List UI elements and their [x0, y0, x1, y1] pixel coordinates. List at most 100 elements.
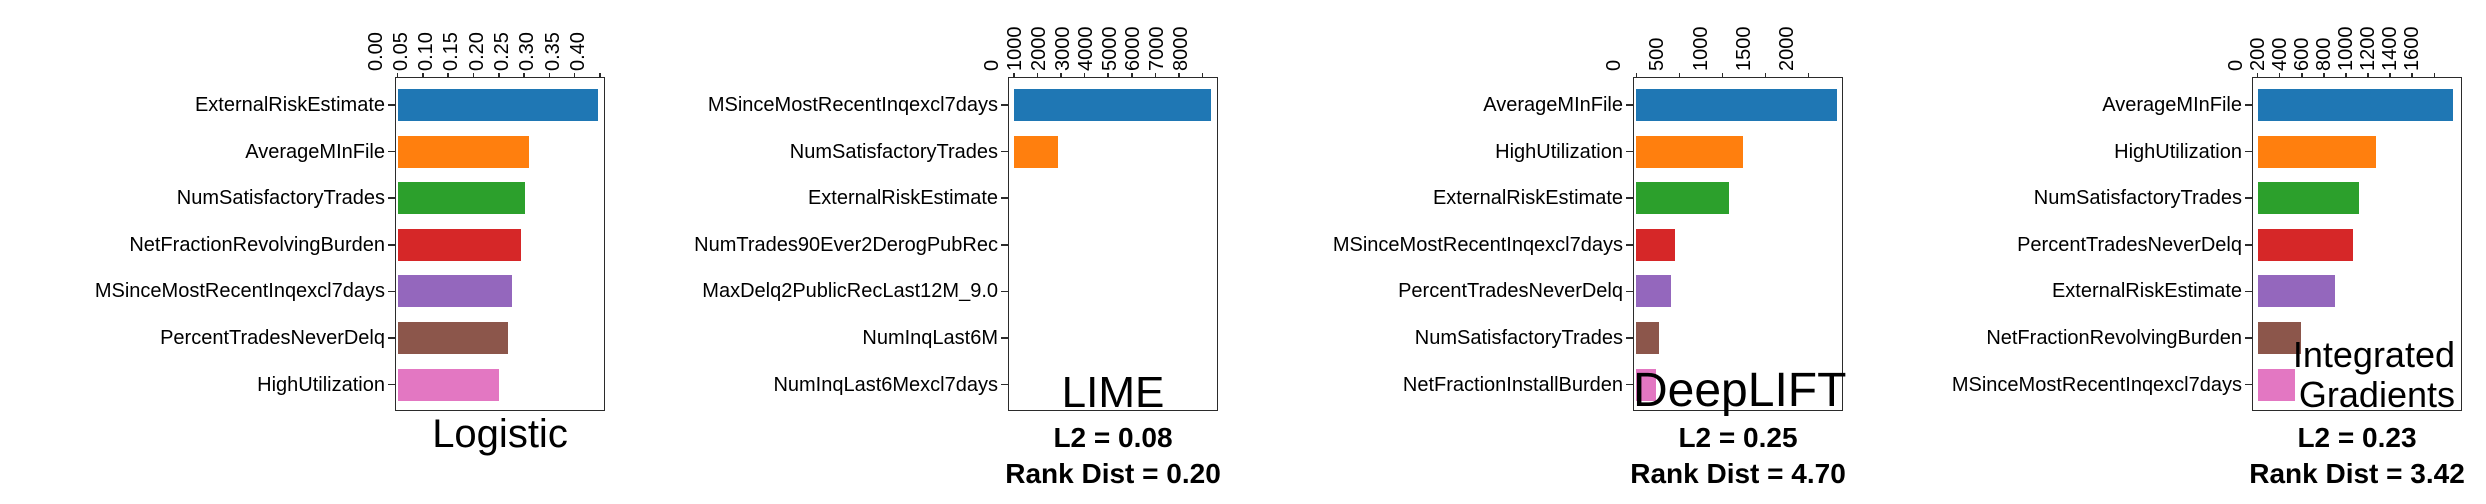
y-tick-mark [1626, 337, 1633, 339]
bar-PercentTradesNeverDelq [2257, 228, 2353, 261]
category-label-PercentTradesNeverDelq: PercentTradesNeverDelq [160, 327, 385, 349]
bar-MSinceMostRecentInqexcl7days [397, 275, 512, 308]
y-tick-mark [1626, 104, 1633, 106]
x-tick-label: 4000 [1075, 26, 1098, 72]
x-tick-label: 0.40 [566, 32, 589, 71]
x-tick-label: 0.15 [440, 32, 463, 71]
y-tick-mark [1001, 104, 1008, 106]
bar-MSinceMostRecentInqexcl7days [1013, 89, 1211, 121]
y-tick-mark [1001, 290, 1008, 293]
y-tick-mark [1001, 197, 1008, 199]
bar-NumSatisfactoryTrades [1636, 322, 1659, 354]
category-label-ExternalRiskEstimate: ExternalRiskEstimate [1432, 187, 1623, 210]
bar-HighUtilization [397, 368, 500, 401]
caption-line: Rank Dist = 0.20 [1005, 458, 1221, 489]
method-label-deeplift: DeepLIFT [1633, 364, 1847, 417]
category-label-AverageMInFile: AverageMInFile [2102, 94, 2242, 116]
category-label-MSinceMostRecentInqexcl7days: MSinceMostRecentInqexcl7days [1332, 233, 1623, 256]
y-tick-mark [388, 150, 395, 153]
x-tick-label: 0 [2224, 59, 2247, 71]
x-tick-label: 200 [2246, 37, 2269, 71]
x-tick-mark [1721, 73, 1724, 77]
plot-area [395, 77, 605, 411]
method-label-integrated-gradients: Integrated Gradients [2293, 335, 2455, 415]
y-tick-mark [2245, 383, 2252, 386]
caption-integrated-gradients: L2 = 0.23 Rank Dist = 3.42 [2249, 420, 2465, 492]
bar-HighUtilization [1636, 135, 1744, 168]
y-tick-mark [1626, 383, 1633, 386]
x-tick-mark [523, 73, 525, 77]
bar-HighUtilization [2257, 135, 2377, 168]
x-tick-label: 1000 [1004, 26, 1027, 72]
category-label-MSinceMostRecentInqexcl7days: MSinceMostRecentInqexcl7days [94, 280, 385, 303]
x-tick-mark [1807, 73, 1810, 77]
x-tick-mark [1083, 73, 1086, 77]
bar-ExternalRiskEstimate [397, 89, 599, 121]
y-tick-mark [2245, 104, 2252, 106]
x-tick-mark [1107, 73, 1110, 77]
x-tick-mark [2345, 73, 2347, 77]
y-tick-mark [1001, 244, 1008, 246]
method-label-line: DeepLIFT [1633, 364, 1847, 417]
x-tick-label: 0.20 [465, 32, 488, 71]
category-label-NumSatisfactoryTrades: NumSatisfactoryTrades [1414, 327, 1623, 349]
x-tick-mark [2367, 73, 2369, 77]
y-tick-mark [2245, 290, 2252, 293]
bar-MSinceMostRecentInqexcl7days [2257, 368, 2295, 401]
y-tick-mark [1626, 290, 1633, 293]
x-tick-mark [1201, 73, 1204, 77]
y-tick-mark [2245, 150, 2252, 153]
category-label-NumInqLast6M: NumInqLast6M [862, 327, 998, 349]
bar-AverageMInFile [1636, 89, 1837, 121]
x-tick-label: 800 [2312, 37, 2335, 71]
bar-ExternalRiskEstimate [2257, 275, 2336, 308]
method-label-line: Integrated [2292, 334, 2455, 375]
category-label-HighUtilization: HighUtilization [2114, 140, 2242, 163]
y-tick-mark [1001, 337, 1008, 339]
method-label-lime: LIME [1008, 371, 1218, 415]
y-tick-mark [388, 290, 395, 293]
x-tick-mark [2300, 73, 2303, 77]
category-label-ExternalRiskEstimate: ExternalRiskEstimate [194, 94, 385, 116]
x-tick-label: 2000 [1775, 26, 1798, 72]
category-label-AverageMInFile: AverageMInFile [245, 140, 385, 163]
x-tick-mark [2323, 73, 2325, 77]
plot-area [2252, 77, 2462, 411]
category-label-NumSatisfactoryTrades: NumSatisfactoryTrades [789, 140, 998, 163]
category-label-AverageMInFile: AverageMInFile [1483, 94, 1623, 116]
bar-PercentTradesNeverDelq [1636, 275, 1672, 308]
category-label-NetFractionRevolvingBurden: NetFractionRevolvingBurden [1986, 327, 2242, 349]
caption-deeplift: L2 = 0.25 Rank Dist = 4.70 [1630, 420, 1846, 492]
plot-area [1633, 77, 1843, 411]
x-tick-label: 600 [2290, 37, 2313, 71]
x-tick-label: 0.10 [415, 32, 438, 71]
x-tick-label: 7000 [1146, 26, 1169, 72]
category-label-NumSatisfactoryTrades: NumSatisfactoryTrades [2033, 187, 2242, 210]
x-tick-mark [599, 73, 601, 77]
bar-NumSatisfactoryTrades [2257, 182, 2359, 215]
bar-NetFractionRevolvingBurden [2257, 322, 2302, 354]
caption-line: Logistic [432, 412, 568, 456]
x-tick-mark [1131, 73, 1133, 77]
bar-PercentTradesNeverDelq [397, 322, 509, 354]
bar-NumSatisfactoryTrades [1013, 135, 1058, 168]
x-tick-mark [2256, 73, 2259, 77]
x-tick-label: 0 [1603, 59, 1626, 71]
category-label-MSinceMostRecentInqexcl7days: MSinceMostRecentInqexcl7days [707, 94, 998, 116]
bar-ExternalRiskEstimate [1636, 182, 1729, 215]
x-tick-label: 0.30 [516, 32, 539, 71]
bar-NetFractionRevolvingBurden [397, 228, 521, 261]
x-tick-mark [1154, 73, 1157, 77]
category-label-HighUtilization: HighUtilization [1495, 140, 1623, 163]
x-tick-label: 6000 [1122, 26, 1145, 72]
x-tick-mark [2278, 73, 2281, 77]
x-tick-label: 0.00 [364, 32, 387, 71]
caption-line: L2 = 0.08 [1053, 422, 1173, 453]
x-tick-mark [573, 73, 576, 77]
y-tick-mark [388, 244, 395, 246]
x-tick-label: 1500 [1732, 26, 1755, 72]
x-tick-mark [548, 73, 551, 77]
y-tick-mark [1626, 244, 1633, 246]
x-tick-mark [1013, 73, 1015, 77]
caption-line: Rank Dist = 3.42 [2249, 458, 2465, 489]
